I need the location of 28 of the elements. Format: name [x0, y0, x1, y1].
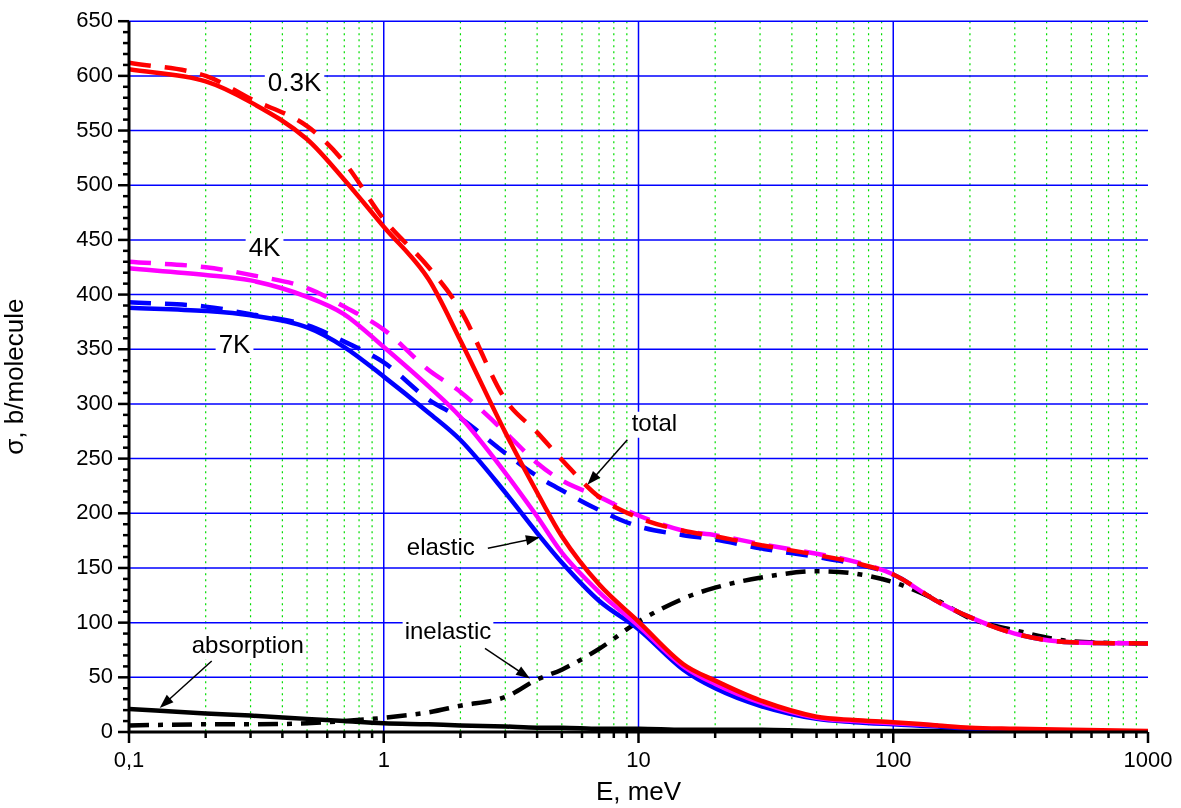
- y-tick-label: 250: [76, 444, 113, 470]
- y-tick-label: 300: [76, 390, 113, 415]
- y-tick-label: 450: [76, 225, 113, 251]
- annotation: absorption: [191, 630, 304, 658]
- y-tick-label: 150: [76, 554, 113, 580]
- x-tick-label: 10: [626, 747, 651, 773]
- annotation: elastic: [406, 532, 475, 560]
- x-tick-label: 100: [874, 747, 912, 773]
- y-tick-label: 0: [100, 718, 113, 744]
- x-tick-label: 0,1: [113, 747, 145, 773]
- annotation: inelastic: [404, 617, 492, 645]
- y-tick-label: 600: [76, 61, 113, 87]
- y-tick-label: 650: [76, 7, 113, 33]
- y-tick-label: 350: [76, 335, 113, 361]
- y-tick-label: 550: [76, 116, 113, 142]
- x-axis-title: E, meV: [595, 775, 682, 806]
- y-tick-label: 500: [76, 171, 113, 197]
- x-tick-label: 1: [377, 747, 390, 773]
- y-tick-label: 50: [88, 663, 113, 689]
- series-label: 0.3K: [267, 67, 322, 98]
- y-tick-label: 400: [76, 280, 113, 306]
- y-tick-label: 100: [76, 608, 113, 634]
- series-label: 4K: [248, 231, 282, 262]
- x-tick-label: 1000: [1123, 747, 1173, 773]
- annotation: total: [631, 409, 678, 437]
- series-label: 7K: [218, 328, 252, 359]
- y-tick-label: 200: [76, 499, 113, 525]
- y-axis-title: σ, b/molecule: [0, 298, 29, 455]
